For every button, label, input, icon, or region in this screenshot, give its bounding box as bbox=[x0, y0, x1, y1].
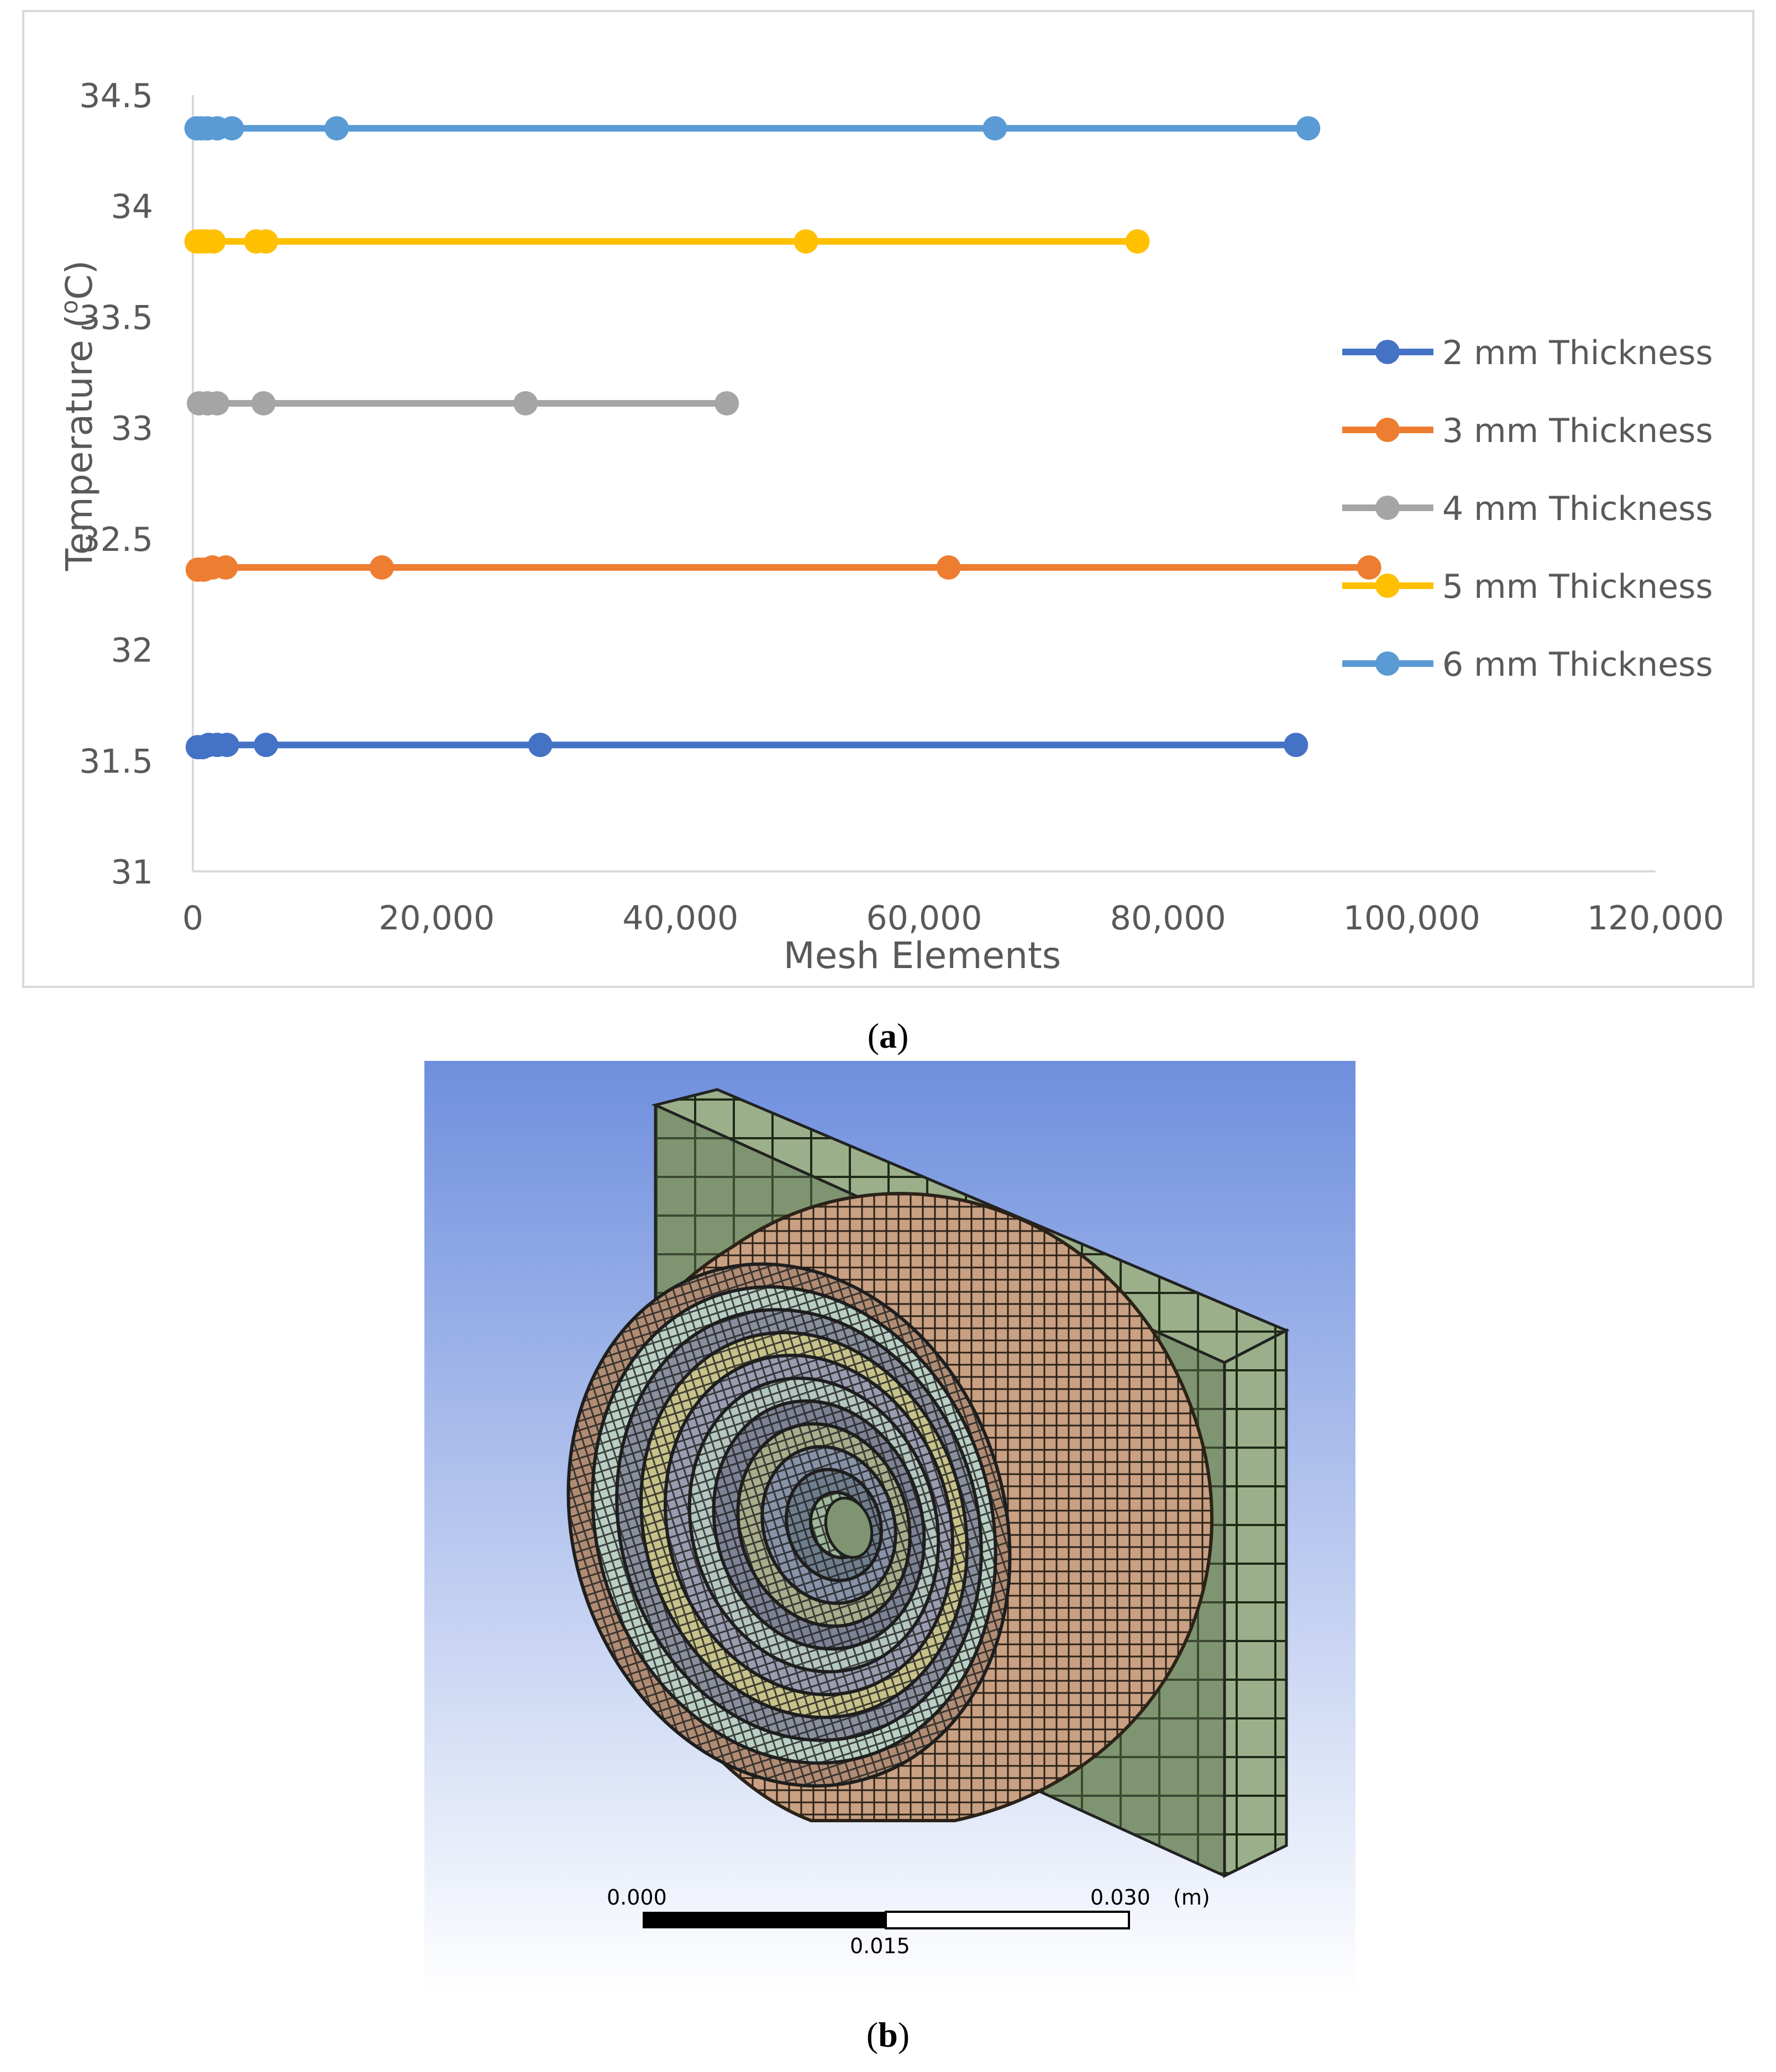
mesh-model-image: 0.000 0.030 (m) 0.015 bbox=[424, 1061, 1355, 1995]
legend-swatch-marker bbox=[1375, 418, 1400, 442]
mesh-rings bbox=[566, 1262, 1012, 1788]
data-point bbox=[369, 555, 394, 580]
scale-mid-label: 0.015 bbox=[850, 1934, 910, 1958]
y-tick-label: 33.5 bbox=[79, 298, 153, 337]
series-line bbox=[197, 741, 1296, 751]
data-point bbox=[219, 116, 244, 141]
y-tick-label: 33 bbox=[111, 409, 153, 448]
legend-swatch-marker bbox=[1375, 574, 1400, 598]
data-point bbox=[982, 116, 1007, 141]
x-tick-label: 60,000 bbox=[866, 899, 982, 938]
legend-item: 6 mm Thickness bbox=[1342, 645, 1713, 684]
data-point bbox=[528, 733, 553, 758]
data-point bbox=[205, 391, 230, 416]
data-point bbox=[1357, 555, 1381, 580]
series-5 bbox=[184, 116, 1321, 141]
scale-unit-label: (m) bbox=[1173, 1885, 1210, 1910]
legend-item: 5 mm Thickness bbox=[1342, 567, 1713, 606]
legend-swatch-marker bbox=[1375, 651, 1400, 676]
x-axis-label: Mesh Elements bbox=[784, 934, 1061, 977]
data-point bbox=[1284, 733, 1309, 758]
caption-a: (a) bbox=[867, 1016, 909, 1055]
data-point bbox=[936, 555, 961, 580]
scale-bar-black-half bbox=[643, 1912, 886, 1928]
legend-item: 2 mm Thickness bbox=[1342, 334, 1713, 372]
temperature-vs-mesh-chart: 31 31.5 32 32.5 33 33.5 34 34.5 0 20,000 40,000 60… bbox=[56, 77, 1724, 977]
legend-swatch-marker bbox=[1375, 496, 1400, 520]
data-point bbox=[324, 116, 349, 141]
legend-label: 2 mm Thickness bbox=[1442, 334, 1713, 372]
x-tick-label: 40,000 bbox=[622, 899, 738, 938]
scale-left-label: 0.000 bbox=[607, 1885, 667, 1910]
legend-item: 4 mm Thickness bbox=[1342, 490, 1713, 528]
series-4 bbox=[184, 229, 1150, 254]
x-tick-label: 20,000 bbox=[379, 899, 495, 938]
legend-label: 5 mm Thickness bbox=[1442, 567, 1713, 606]
chart-frame: 31 31.5 32 32.5 33 33.5 34 34.5 0 20,000 40,000 60… bbox=[22, 10, 1754, 988]
data-point bbox=[714, 391, 739, 416]
data-point bbox=[794, 229, 818, 254]
x-tick-label: 0 bbox=[182, 899, 203, 938]
caption-b: (b) bbox=[866, 2015, 910, 2054]
series-1 bbox=[185, 733, 1309, 760]
scale-right-label: 0.030 bbox=[1090, 1885, 1150, 1910]
data-point bbox=[214, 733, 239, 758]
data-point bbox=[1296, 116, 1321, 141]
legend-label: 6 mm Thickness bbox=[1442, 645, 1713, 684]
legend-swatch-marker bbox=[1375, 340, 1400, 364]
x-tick-label: 100,000 bbox=[1343, 899, 1480, 938]
data-point bbox=[513, 391, 538, 416]
scale-bar-white-half bbox=[885, 1911, 1130, 1929]
legend-item: 3 mm Thickness bbox=[1342, 412, 1713, 450]
y-tick-label: 34 bbox=[111, 188, 153, 227]
data-point bbox=[251, 391, 276, 416]
y-tick-label: 31.5 bbox=[79, 742, 153, 781]
data-point bbox=[213, 555, 238, 580]
series-2 bbox=[185, 555, 1381, 582]
legend-label: 4 mm Thickness bbox=[1442, 490, 1713, 528]
data-point bbox=[1125, 229, 1150, 254]
data-point bbox=[201, 229, 226, 254]
x-tick-label: 120,000 bbox=[1587, 899, 1724, 938]
data-point bbox=[254, 733, 279, 758]
data-point bbox=[254, 229, 279, 254]
y-tick-label: 31 bbox=[111, 853, 153, 892]
x-tick-label: 80,000 bbox=[1110, 899, 1226, 938]
y-axis-label: Temperature (oC) bbox=[56, 260, 101, 571]
y-tick-label: 32.5 bbox=[79, 520, 153, 559]
y-tick-label: 32 bbox=[111, 632, 153, 670]
series-3 bbox=[187, 391, 739, 416]
legend-label: 3 mm Thickness bbox=[1442, 412, 1713, 450]
mesh-render: 0.000 0.030 (m) 0.015 bbox=[424, 1061, 1355, 1995]
scale-bar: 0.000 0.030 (m) 0.015 bbox=[607, 1885, 1210, 1958]
y-tick-label: 34.5 bbox=[79, 77, 153, 115]
